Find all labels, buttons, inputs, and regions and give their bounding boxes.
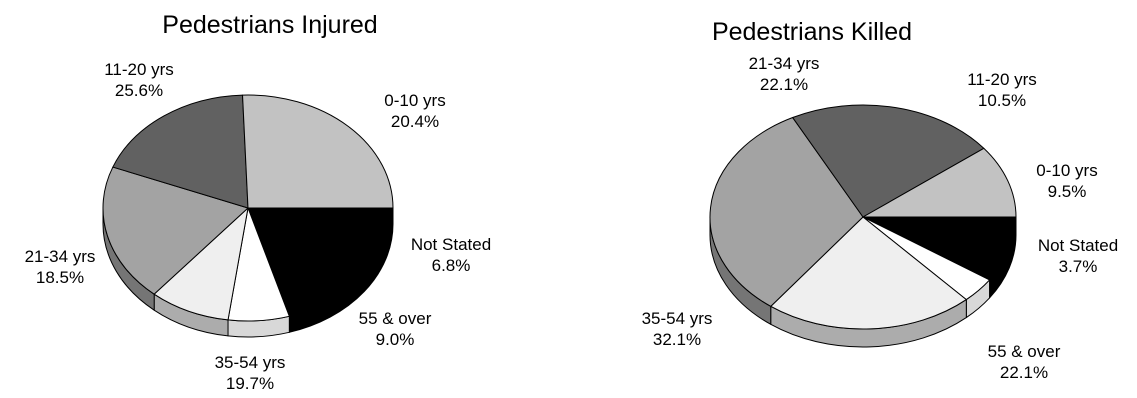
slice-label-1-4: 21-34 yrs [749, 54, 820, 73]
slice-value-1-0: 9.5% [1048, 182, 1087, 201]
slice-label-1-3: 35-54 yrs [642, 309, 713, 328]
slice-label-0-4: 21-34 yrs [25, 247, 96, 266]
pie-slice-1-3 [709, 117, 864, 307]
slice-value-0-3: 19.7% [226, 374, 274, 393]
pie-slice-1-0 [862, 216, 1017, 281]
slice-value-1-4: 22.1% [760, 75, 808, 94]
slice-label-1-5: 11-20 yrs [967, 70, 1037, 89]
pie-slice-0-5 [242, 94, 394, 209]
pie-slice-1-5 [862, 147, 1017, 218]
slice-label-1-2: 55 & over [988, 342, 1061, 361]
slice-value-1-2: 22.1% [1000, 363, 1048, 382]
slice-label-0-3: 35-54 yrs [215, 353, 286, 372]
slice-label-1-1: Not Stated [1038, 236, 1118, 255]
slice-label-0-5: 11-20 yrs [104, 60, 174, 79]
slice-value-0-4: 18.5% [36, 268, 84, 287]
pie-slice-0-2 [153, 207, 249, 321]
slice-label-0-1: Not Stated [411, 235, 491, 254]
pie-slice-0-0 [247, 207, 394, 317]
slice-value-1-5: 10.5% [978, 91, 1026, 110]
pie-slice-1-2 [770, 216, 967, 330]
chart-title-injured: Pedestrians Injured [162, 11, 377, 39]
pie-chart-1: 0-10 yrs 9.5% Not Stated 3.7% 55 & over 22.1%… [642, 54, 1119, 382]
chart-title-killed: Pedestrians Killed [712, 18, 912, 46]
slice-value-0-5: 25.6% [115, 81, 163, 100]
pie-slice-0-4 [112, 94, 249, 209]
slice-label-0-2: 55 & over [359, 309, 432, 328]
pie-slice-0-3 [102, 166, 249, 295]
slice-label-0-0: 0-10 yrs [384, 91, 445, 110]
slice-value-1-1: 3.7% [1059, 257, 1098, 276]
slice-value-0-1: 6.8% [432, 256, 471, 275]
slice-value-0-0: 20.4% [391, 112, 439, 131]
slice-value-1-3: 32.1% [653, 330, 701, 349]
slice-value-0-2: 9.0% [376, 330, 415, 349]
pie-chart-0: 0-10 yrs 20.4% Not Stated 6.8% 55 & over 9.0%… [25, 60, 492, 393]
pie-slice-1-4 [792, 104, 985, 218]
slice-label-1-0: 0-10 yrs [1036, 161, 1097, 180]
